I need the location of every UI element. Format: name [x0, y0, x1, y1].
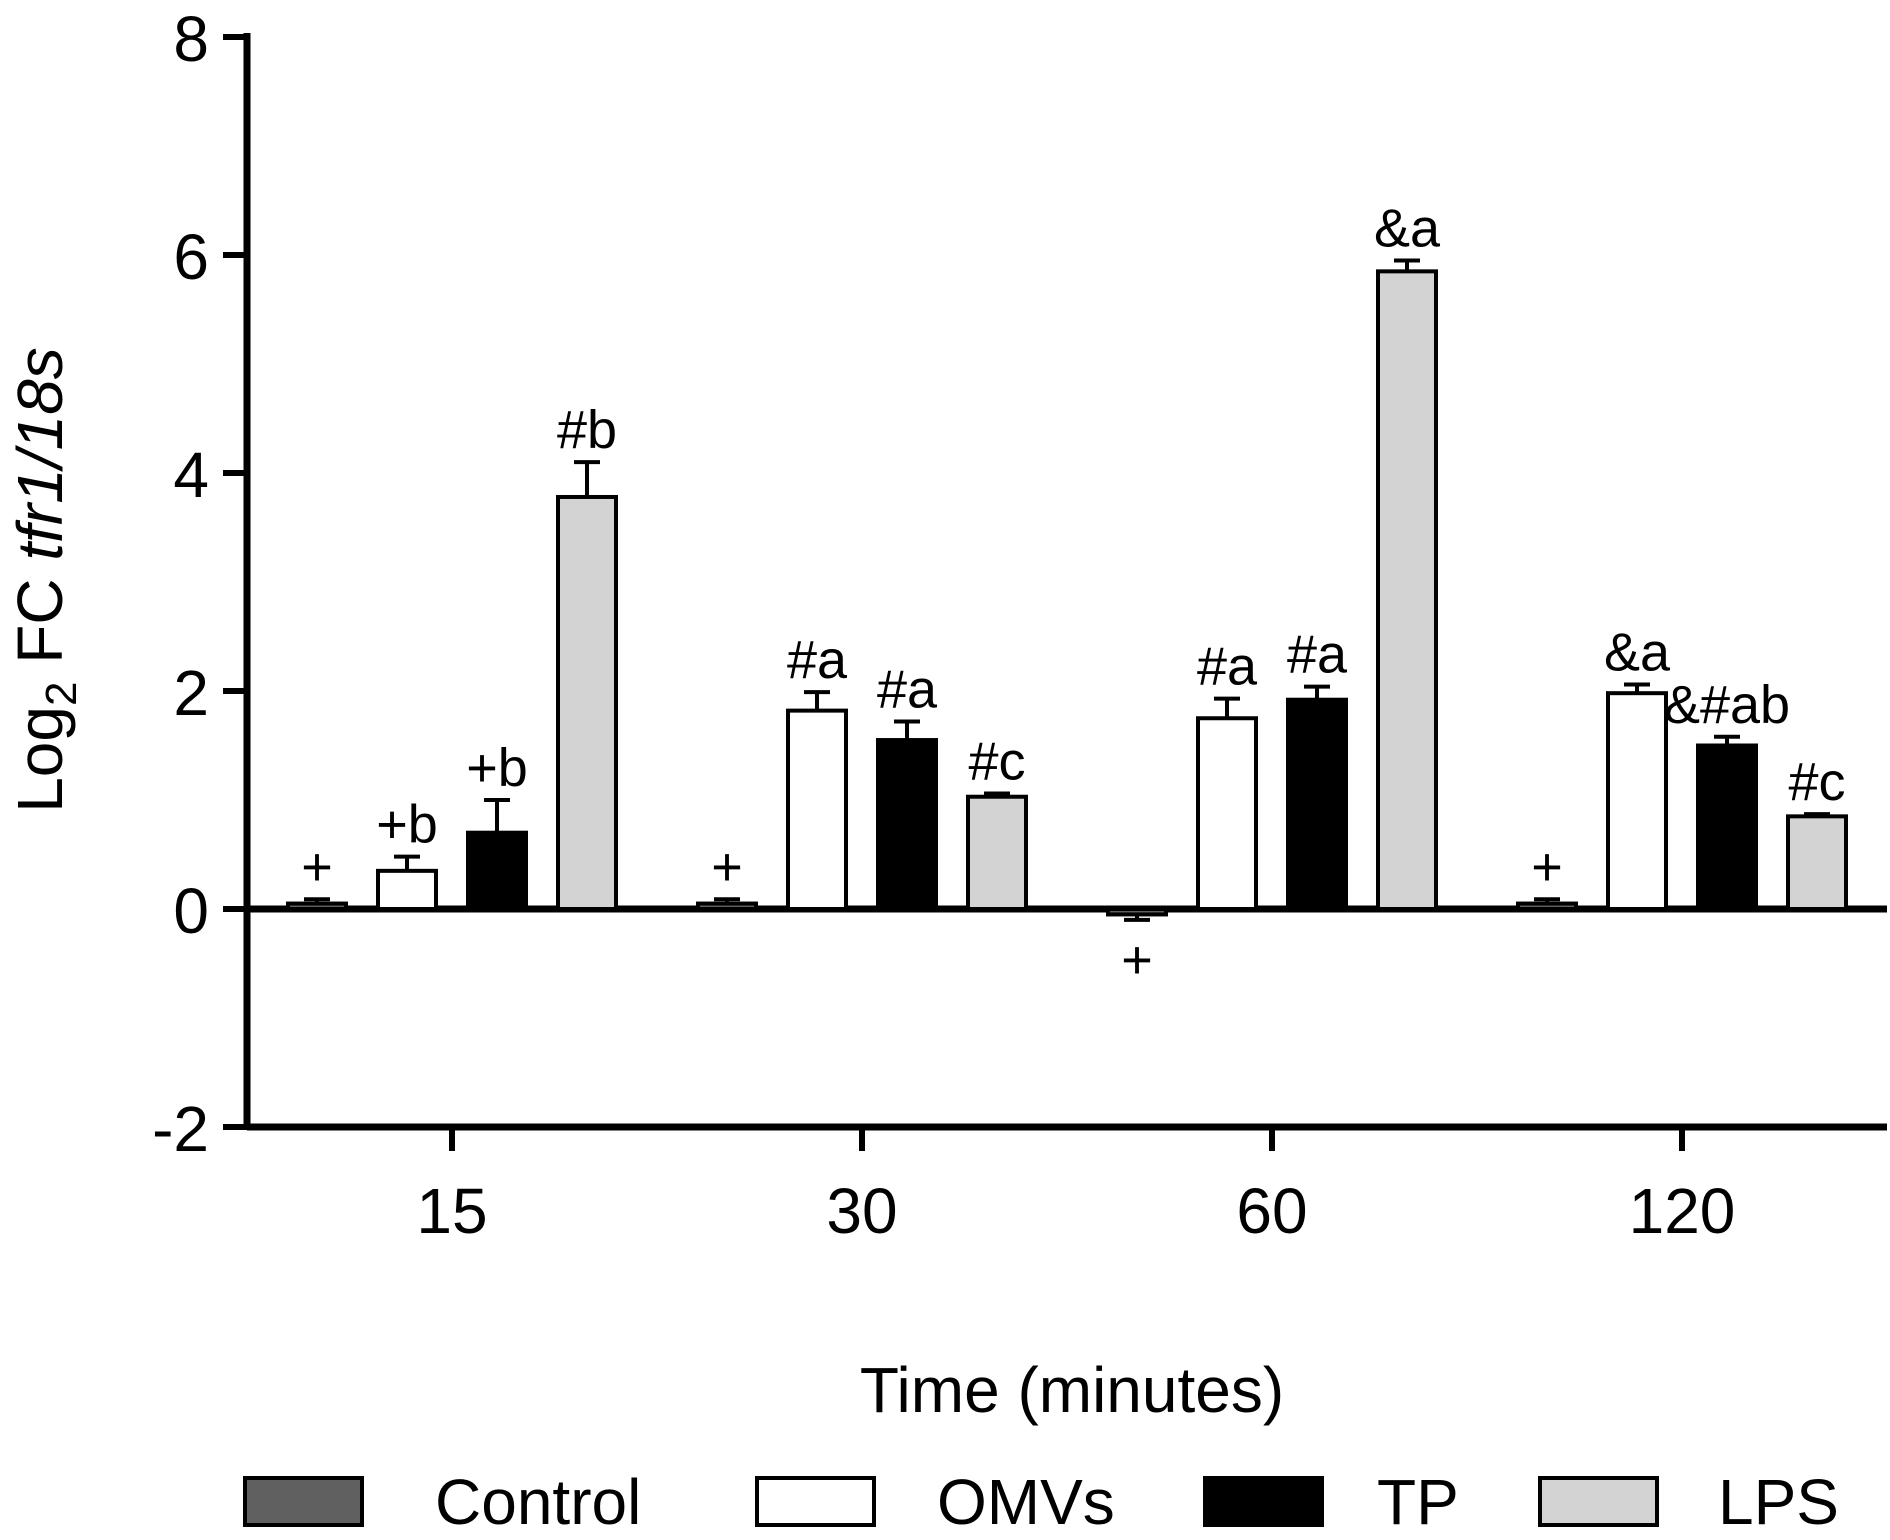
significance-label: +	[1121, 930, 1153, 990]
y-axis-title-subscript: 2	[37, 682, 86, 706]
legend-label: OMVs	[937, 1466, 1115, 1538]
bar-omvs	[1196, 716, 1258, 911]
legend-swatch-tp	[1203, 1476, 1324, 1527]
significance-label: +	[711, 837, 743, 897]
significance-label: #b	[557, 400, 617, 460]
legend-label: LPS	[1718, 1466, 1839, 1538]
significance-label: +	[301, 837, 333, 897]
x-axis-title: Time (minutes)	[860, 1354, 1284, 1426]
bar-lps	[1786, 814, 1848, 911]
y-tick-label: 2	[173, 657, 209, 729]
bar-omvs	[376, 868, 438, 911]
significance-label: +b	[466, 738, 528, 798]
legend-label: TP	[1377, 1466, 1459, 1538]
significance-label: #a	[787, 630, 848, 690]
significance-labels: ++b+b#b+#a #a#c+#a #a&a+&a&#ab#c	[301, 198, 1845, 989]
bar-lps	[1376, 269, 1438, 912]
bar-tp	[1286, 697, 1348, 911]
significance-label: &a	[1604, 622, 1671, 682]
y-tick-label: -2	[152, 1093, 209, 1165]
bar-omvs	[1606, 691, 1668, 911]
bar-omvs	[786, 708, 848, 911]
legend-swatch-lps	[1538, 1476, 1659, 1527]
significance-label: #a	[1197, 637, 1258, 697]
bar-tp	[466, 830, 528, 912]
legend-swatch-omvs	[755, 1476, 876, 1527]
bars	[286, 258, 1848, 922]
bar-control	[1106, 907, 1168, 917]
y-tick-label: 0	[173, 875, 209, 947]
x-axis: 15 30 60 120	[247, 905, 1887, 1247]
bar-control	[286, 901, 348, 911]
significance-label: #c	[968, 731, 1025, 791]
bar-control	[1516, 901, 1578, 911]
significance-label: &a	[1374, 198, 1441, 258]
y-axis-title-prefix: Log	[4, 706, 76, 813]
legend: Control OMVs TP LPS	[243, 1466, 1839, 1538]
y-axis: -2 0 2 4 6 8	[152, 3, 251, 1165]
bar-lps	[966, 794, 1028, 911]
bar-lps	[556, 494, 618, 911]
bar-tp	[1696, 743, 1758, 911]
legend-label: Control	[435, 1466, 641, 1538]
x-tick-label: 30	[826, 1175, 897, 1247]
x-tick-label: 60	[1236, 1175, 1307, 1247]
x-tick-label: 15	[416, 1175, 487, 1247]
significance-label: #a	[877, 660, 938, 720]
x-tick-label: 120	[1629, 1175, 1736, 1247]
significance-label: +b	[376, 795, 438, 855]
y-axis-title-middle: FC	[4, 561, 76, 682]
bar-tp	[876, 738, 938, 911]
bar-control	[696, 901, 758, 911]
significance-label: #a	[1287, 625, 1348, 685]
legend-swatch-control	[243, 1476, 364, 1527]
y-axis-title: Log2 FC tfr1/18s	[4, 347, 86, 813]
y-tick-label: 4	[173, 439, 209, 511]
significance-label: +	[1531, 837, 1563, 897]
significance-label: #c	[1788, 752, 1845, 812]
y-tick-label: 6	[173, 221, 209, 293]
y-tick-label: 8	[173, 3, 209, 75]
y-axis-title-italic: tfr1/18s	[4, 347, 76, 560]
significance-label: &#ab	[1664, 675, 1790, 735]
